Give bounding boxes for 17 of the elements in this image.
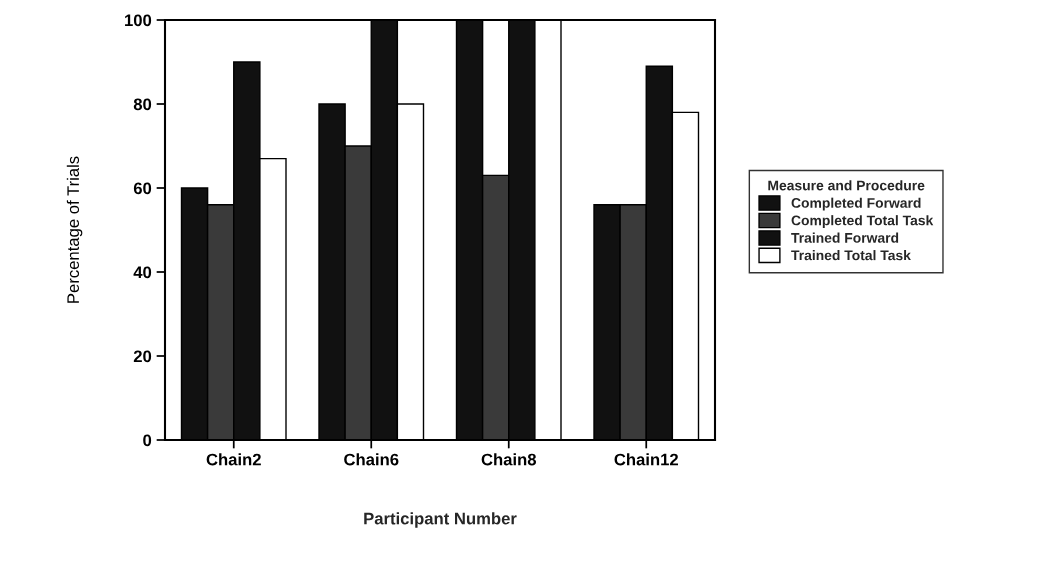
y-tick-label: 80 [133,98,152,111]
y-tick-label: 40 [133,266,152,279]
x-tick-label: Chain6 [344,453,399,466]
legend-label: Trained Total Task [791,250,911,261]
y-tick-label: 60 [133,182,152,195]
y-tick-label: 100 [125,14,152,27]
x-tick-label: Chain12 [614,453,678,466]
y-axis-title: Percentage of Trials [66,156,83,303]
y-tick-label: 0 [143,434,152,447]
x-tick-label: Chain8 [481,453,537,466]
x-axis-title: Participant Number [364,512,517,528]
legend-label: Trained Forward [791,232,899,243]
legend-label: Completed Forward [791,197,921,211]
legend-title: Measure and Procedure [768,180,925,191]
x-tick-label: Chain2 [206,453,261,466]
legend-label: Completed Total Task [791,215,934,229]
y-tick-label: 20 [133,350,152,363]
